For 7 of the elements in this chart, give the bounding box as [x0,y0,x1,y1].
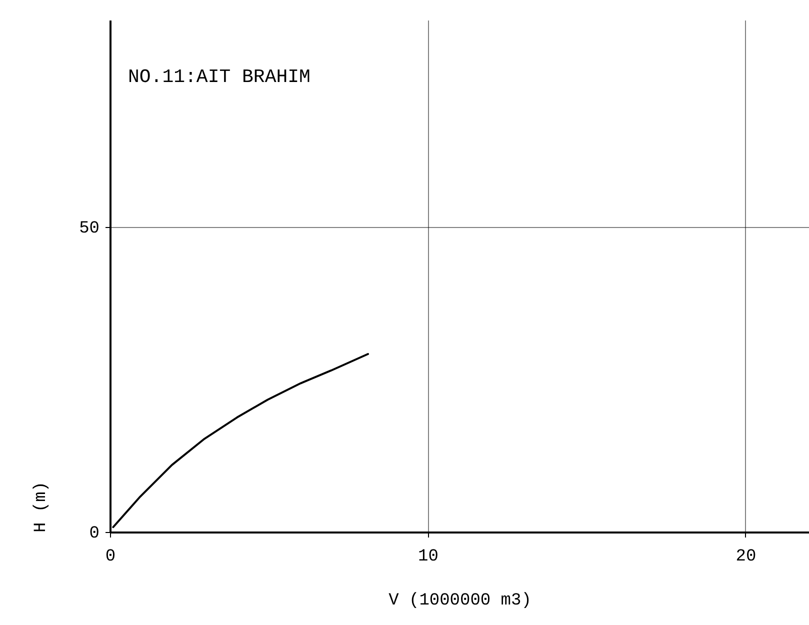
y-tick-label: 50 [79,220,100,239]
x-axis-title: V (1000000 m3) [388,592,532,610]
x-tick-label: 20 [736,548,756,566]
x-tick-label: 0 [105,548,116,566]
y-axis-title: H (m) [32,481,52,532]
text: NO.11:AIT BRAHIM [128,66,310,88]
x-tick-label: 10 [418,548,438,566]
